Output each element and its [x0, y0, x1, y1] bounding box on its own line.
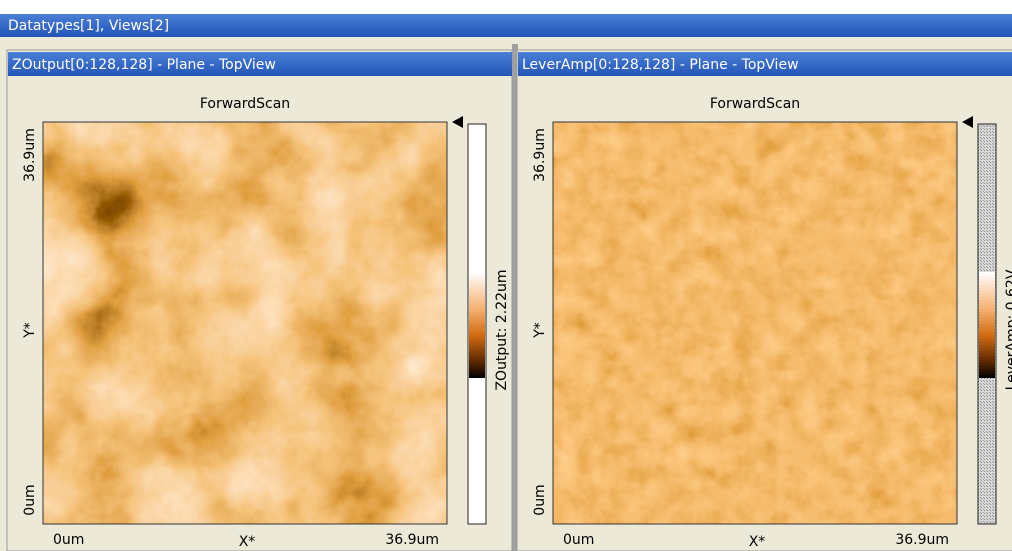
panel-title: LeverAmp[0:128,128] - Plane - TopView	[522, 57, 799, 73]
scan-image	[43, 122, 447, 524]
y-axis-label: 36.9um	[22, 128, 38, 182]
view-panel: LeverAmp[0:128,128] - Plane - TopView For…	[517, 50, 1012, 551]
y-axis-label: 36.9um	[532, 128, 548, 182]
window-title: Datatypes[1], Views[2]	[8, 18, 169, 34]
app-window: Datatypes[1], Views[2] ZOutput[0:128,128…	[0, 0, 1012, 551]
x-axis-label: 0um	[53, 532, 84, 548]
y-axis-label: 0um	[22, 484, 38, 515]
y-axis-label: Y*	[22, 322, 38, 339]
x-axis-label: 0um	[563, 532, 594, 548]
colorbar-gradient	[469, 272, 485, 378]
colorbar-label: ZOutput: 2.22um	[494, 269, 510, 390]
x-axis-label: X*	[239, 534, 256, 550]
y-axis-label: 0um	[532, 484, 548, 515]
plot-title: ForwardScan	[200, 96, 290, 112]
colorbar-label: LeverAmp: 0.62V	[1004, 269, 1012, 390]
view-panel: ZOutput[0:128,128] - Plane - TopView Forw…	[7, 50, 512, 551]
panel-title: ZOutput[0:128,128] - Plane - TopView	[12, 57, 276, 73]
scan-image	[553, 122, 957, 524]
x-axis-label: X*	[749, 534, 766, 550]
y-axis-label: Y*	[532, 322, 548, 339]
colorbar-gradient	[979, 272, 995, 378]
top-strip	[0, 0, 1012, 14]
plot-title: ForwardScan	[710, 96, 800, 112]
x-axis-label: 36.9um	[895, 532, 949, 548]
x-axis-label: 36.9um	[385, 532, 439, 548]
